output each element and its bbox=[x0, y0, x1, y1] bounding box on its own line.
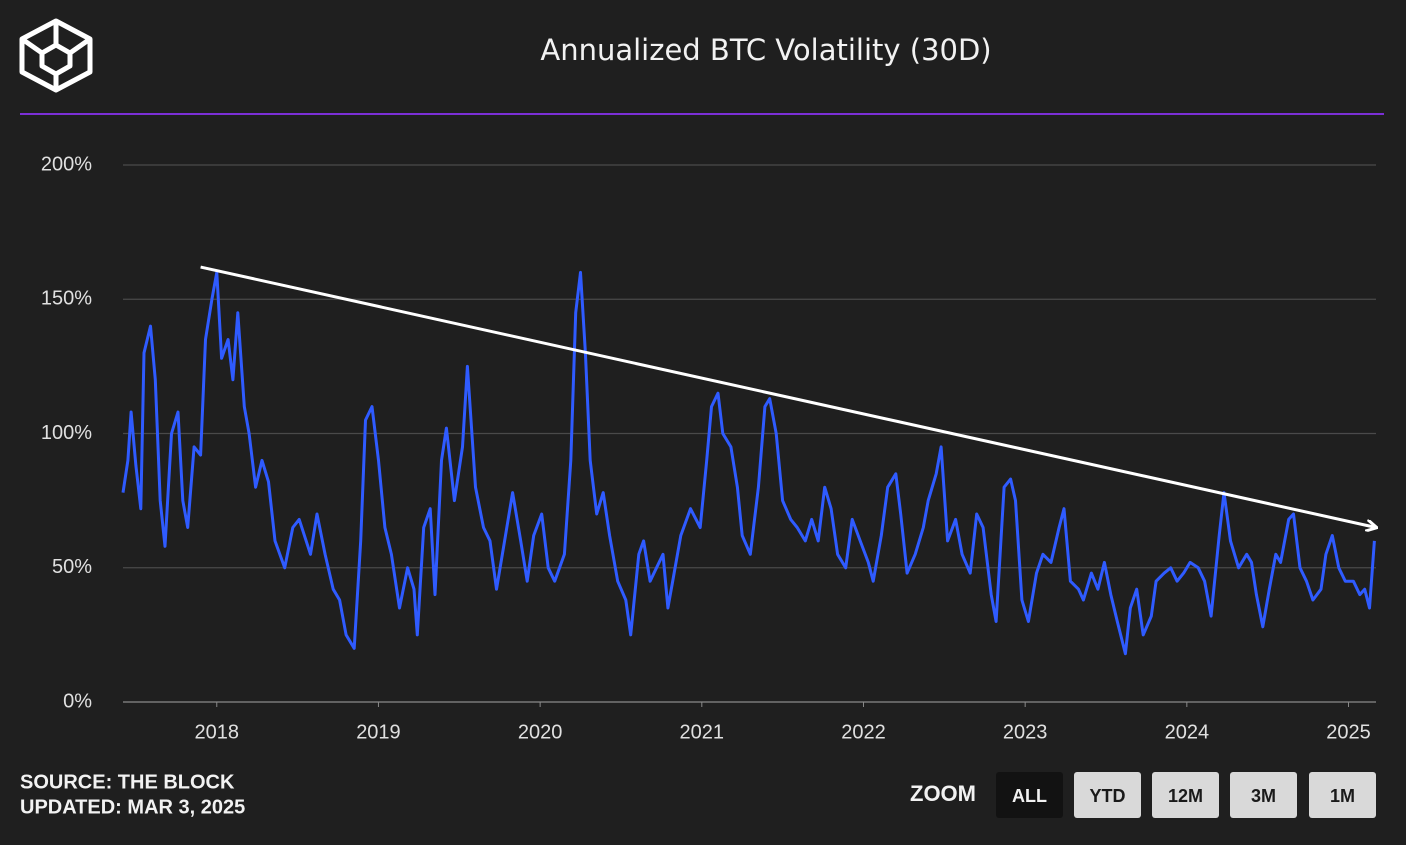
zoom-button[interactable]: 3M bbox=[1230, 772, 1297, 818]
zoom-button-bg bbox=[996, 772, 1063, 818]
zoom-button-label: 3M bbox=[1251, 786, 1276, 806]
x-tick-label: 2023 bbox=[1003, 721, 1048, 743]
zoom-button[interactable]: 1M bbox=[1309, 772, 1376, 818]
zoom-button[interactable]: ALL bbox=[996, 772, 1063, 818]
y-tick-label: 150% bbox=[41, 288, 92, 310]
zoom-button-label: 12M bbox=[1168, 786, 1203, 806]
zoom-button-bg bbox=[1309, 772, 1376, 818]
source: SOURCE: THE BLOCK bbox=[20, 771, 235, 793]
x-tick-label: 2018 bbox=[195, 721, 240, 743]
zoom-button-label: 1M bbox=[1330, 786, 1355, 806]
x-tick-label: 2019 bbox=[356, 721, 401, 743]
zoom-button-bg bbox=[1074, 772, 1141, 818]
trend-arrow bbox=[200, 265, 1376, 527]
x-tick-label: 2024 bbox=[1165, 721, 1210, 743]
y-tick-label: 0% bbox=[63, 690, 92, 712]
zoom-label: ZOOM bbox=[910, 781, 976, 806]
chart-title: Annualized BTC Volatility (30D) bbox=[540, 33, 991, 67]
zoom-button-label: ALL bbox=[1012, 786, 1047, 806]
volatility-line bbox=[121, 270, 1376, 656]
zoom-button-bg bbox=[1152, 772, 1219, 818]
updated: UPDATED: MAR 3, 2025 bbox=[20, 796, 245, 818]
zoom-button-label: YTD bbox=[1090, 786, 1126, 806]
zoom-button-bg bbox=[1230, 772, 1297, 818]
zoom-button[interactable]: YTD bbox=[1074, 772, 1141, 818]
y-tick-label: 200% bbox=[41, 153, 92, 175]
zoom-button[interactable]: 12M bbox=[1152, 772, 1219, 818]
x-tick-label: 2025 bbox=[1326, 721, 1371, 743]
x-tick-label: 2022 bbox=[841, 721, 886, 743]
x-tick-label: 2020 bbox=[518, 721, 563, 743]
y-tick-label: 100% bbox=[41, 422, 92, 444]
y-tick-label: 50% bbox=[52, 556, 92, 578]
x-tick-label: 2021 bbox=[680, 721, 725, 743]
logo bbox=[19, 18, 93, 93]
